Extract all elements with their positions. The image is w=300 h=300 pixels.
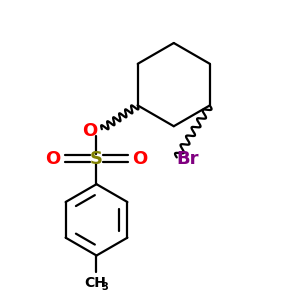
- Text: CH: CH: [84, 276, 106, 290]
- Text: S: S: [90, 150, 103, 168]
- Text: O: O: [82, 122, 98, 140]
- Text: O: O: [45, 150, 60, 168]
- Text: O: O: [133, 150, 148, 168]
- Text: Br: Br: [177, 150, 199, 168]
- Text: 3: 3: [101, 282, 108, 292]
